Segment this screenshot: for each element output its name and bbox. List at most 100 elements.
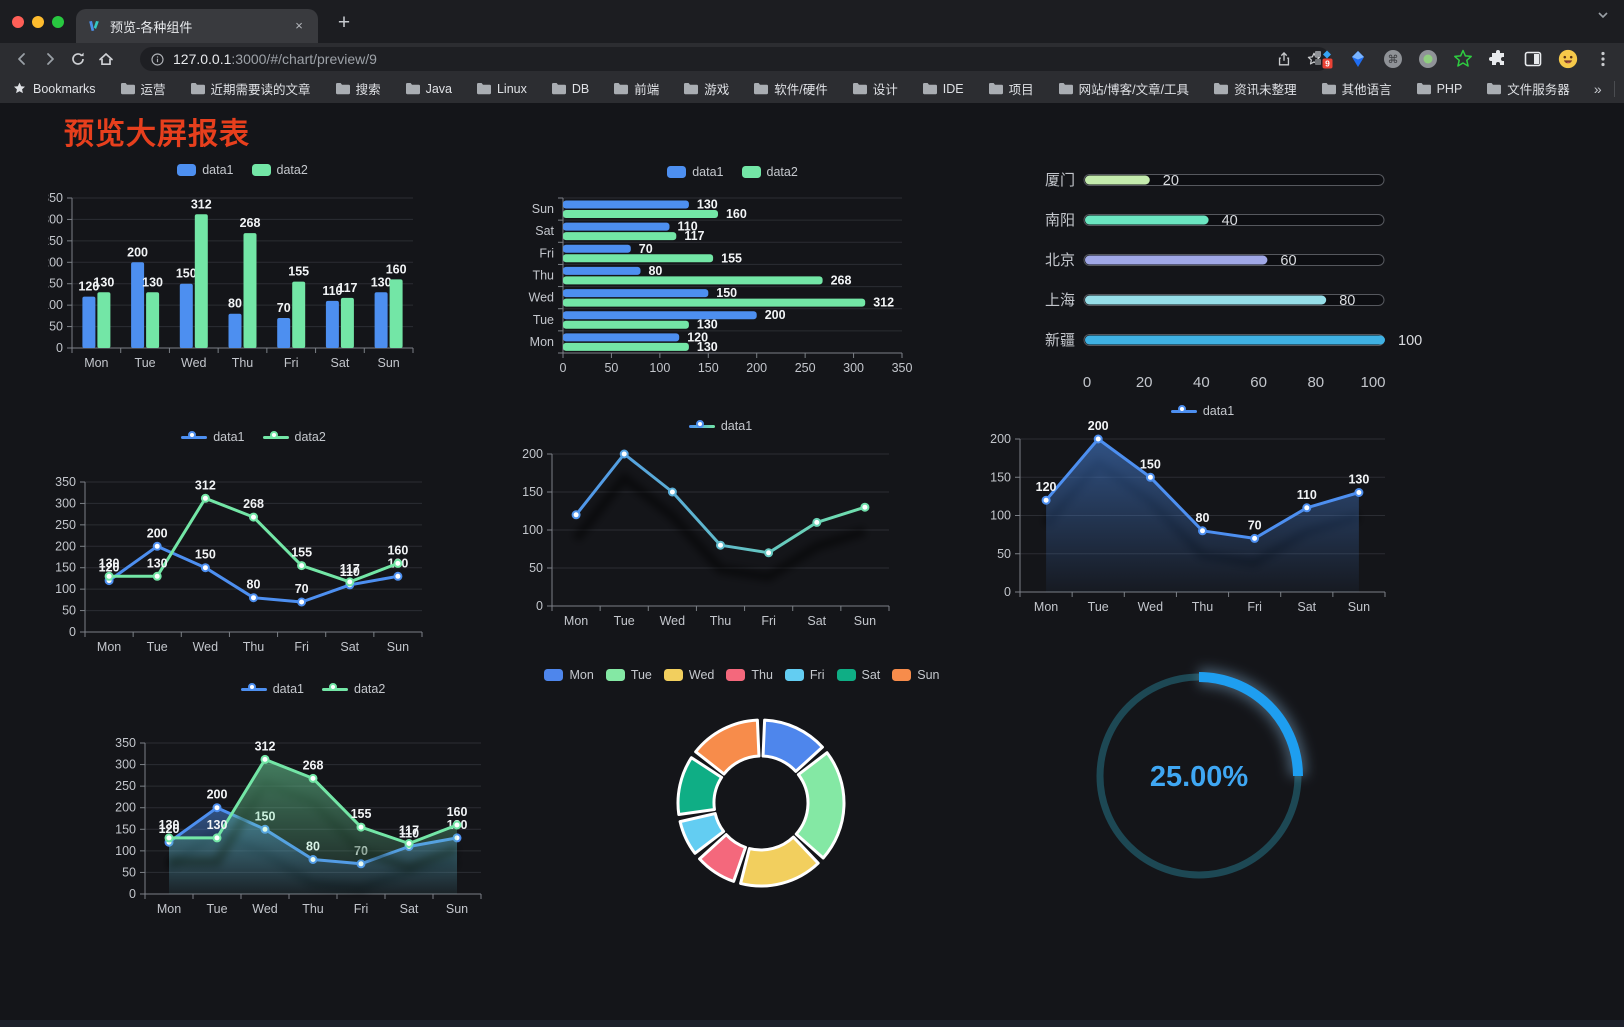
legend-item-Sat[interactable]: Sat [836, 668, 880, 682]
legend-item-Wed[interactable]: Wed [663, 668, 714, 682]
forward-button[interactable] [36, 45, 64, 73]
svg-text:312: 312 [255, 739, 276, 753]
legend-item-data2[interactable]: data2 [262, 430, 326, 444]
horizontal-bar-chart: 0 50 100 150 200 250 300 350 Sun Sat Fri Thu Wed Tue M… [505, 145, 920, 383]
legend-item-data1[interactable]: data1 [177, 163, 234, 177]
legend-item-Thu[interactable]: Thu [726, 668, 773, 682]
svg-text:Sun: Sun [446, 902, 468, 916]
close-window-button[interactable] [12, 16, 24, 28]
legend-item-Sun[interactable]: Sun [892, 668, 940, 682]
share-icon[interactable] [1276, 51, 1292, 67]
legend-item-data1[interactable]: data1 [667, 165, 724, 179]
browser-tab[interactable]: 预览-各种组件 × [76, 9, 318, 43]
reload-button[interactable] [64, 45, 92, 73]
svg-text:Fri: Fri [294, 640, 309, 654]
bookmark-folder[interactable]: 其他语言 [1321, 79, 1392, 98]
bookmark-folder[interactable]: 近期需要读的文章 [190, 79, 311, 98]
extension-grid-icon[interactable]: 9 [1312, 48, 1334, 70]
bookmarks-root[interactable]: Bookmarks [12, 81, 96, 96]
svg-text:Mon: Mon [1034, 600, 1058, 614]
home-button[interactable] [92, 45, 120, 73]
bookmark-folder[interactable]: 项目 [988, 79, 1034, 98]
address-bar[interactable]: 127.0.0.1:3000/#/chart/preview/9 [140, 47, 1330, 71]
legend-item-Fri[interactable]: Fri [784, 668, 825, 682]
svg-text:Wed: Wed [252, 902, 278, 916]
folder-icon [988, 83, 1003, 95]
maximize-window-button[interactable] [52, 16, 64, 28]
folder-icon [405, 83, 420, 95]
gradient-line-chart-canvas[interactable]: 0 50 100 150 200 Mon Tue Wed Thu Fri Sat Sun [505, 390, 900, 632]
svg-text:150: 150 [48, 277, 63, 291]
bookmark-folder[interactable]: 运营 [120, 79, 166, 98]
bookmark-folder[interactable]: 网站/博客/文章/工具 [1058, 79, 1189, 98]
area-line-chart-two-series-canvas[interactable]: 0 50 100 150 200 250 300 350 Mon Tue Wed Thu Fri Sat S… [105, 665, 510, 923]
bookmark-star-icon[interactable] [1306, 51, 1322, 67]
legend-item-data2[interactable]: data2 [322, 682, 385, 696]
bookmark-folder[interactable]: DB [551, 79, 589, 98]
svg-text:Sat: Sat [807, 614, 826, 628]
side-panel-icon[interactable] [1522, 48, 1544, 70]
bookmark-folder[interactable]: 游戏 [683, 79, 729, 98]
svg-text:Tue: Tue [1088, 600, 1109, 614]
svg-text:300: 300 [55, 496, 76, 510]
folder-icon [190, 83, 205, 95]
profile-avatar[interactable] [1557, 48, 1579, 70]
svg-text:70: 70 [295, 582, 309, 596]
extension-dot-circle-icon[interactable] [1417, 48, 1439, 70]
bookmark-folder[interactable]: 设计 [852, 79, 898, 98]
progress-bar-chart-canvas[interactable]: 厦门 20 南阳 40 北京 60 上海 80 新疆 100 0 20 40 60 80 100 [1000, 150, 1424, 400]
extension-gem-icon[interactable] [1347, 48, 1369, 70]
svg-text:Mon: Mon [564, 614, 588, 628]
bookmark-folder[interactable]: 文件服务器 [1486, 79, 1570, 98]
bookmarks-overflow-chevron[interactable]: » [1593, 80, 1602, 97]
svg-text:120: 120 [687, 330, 708, 344]
minimize-window-button[interactable] [32, 16, 44, 28]
gauge-chart-canvas[interactable]: 25.00% [1040, 628, 1360, 928]
bookmark-folder[interactable]: 资讯未整理 [1213, 79, 1297, 98]
svg-text:150: 150 [990, 470, 1011, 484]
tab-search-chevron-icon[interactable] [1596, 8, 1610, 27]
svg-text:Tue: Tue [206, 902, 227, 916]
legend-swatch [784, 669, 804, 681]
legend-line-dot-icon [1170, 405, 1197, 417]
site-info-icon[interactable] [150, 52, 165, 67]
legend-item-data1[interactable]: data1 [688, 419, 752, 433]
browser-menu-icon[interactable] [1592, 48, 1614, 70]
bookmarks-bar: Bookmarks 运营 近期需要读的文章 搜索 Java Linux DB 前端 游戏 软件/… [0, 74, 1624, 103]
bookmark-folder[interactable]: PHP [1416, 79, 1462, 98]
legend-item-data1[interactable]: data1 [240, 682, 304, 696]
svg-text:312: 312 [195, 478, 216, 492]
bookmark-folder[interactable]: 搜索 [335, 79, 381, 98]
folder-icon [476, 83, 491, 95]
line-chart-two-series-canvas[interactable]: 0 50 100 150 200 250 300 350 Mon Tue Wed Thu Fri Sat S… [45, 415, 425, 663]
new-tab-button[interactable]: + [337, 11, 351, 34]
svg-text:80: 80 [1339, 293, 1355, 309]
svg-text:80: 80 [247, 578, 261, 592]
extension-green-star-icon[interactable] [1452, 48, 1474, 70]
extension-command-icon[interactable]: ⌘ [1382, 48, 1404, 70]
horizontal-bar-chart-canvas[interactable]: 0 50 100 150 200 250 300 350 Sun Sat Fri Thu Wed Tue M… [505, 145, 920, 383]
legend-item-Tue[interactable]: Tue [605, 668, 652, 682]
chart-legend: data1 data2 [85, 429, 422, 445]
bookmark-folder[interactable]: IDE [922, 79, 964, 98]
legend-item-Mon[interactable]: Mon [544, 668, 594, 682]
tab-close-icon[interactable]: × [295, 18, 303, 33]
legend-item-data2[interactable]: data2 [741, 165, 798, 179]
svg-text:110: 110 [399, 827, 419, 841]
legend-item-data1[interactable]: data1 [1170, 404, 1234, 418]
donut-chart-canvas[interactable] [540, 628, 944, 900]
svg-text:60: 60 [1250, 374, 1267, 391]
bookmark-folder[interactable]: Java [405, 79, 452, 98]
legend-item-data1[interactable]: data1 [181, 430, 245, 444]
legend-item-data2[interactable]: data2 [251, 163, 308, 177]
back-button[interactable] [8, 45, 36, 73]
extensions-puzzle-icon[interactable] [1487, 48, 1509, 70]
svg-text:Wed: Wed [1138, 600, 1164, 614]
svg-text:155: 155 [288, 265, 309, 279]
bookmark-folder[interactable]: 前端 [613, 79, 659, 98]
bookmark-folder[interactable]: 软件/硬件 [753, 79, 828, 98]
area-line-chart-canvas[interactable]: 0 50 100 150 200 Mon Tue Wed Thu Fri Sat Sun 120 200 1… [975, 382, 1395, 614]
svg-text:9: 9 [1325, 58, 1330, 68]
grouped-bar-chart-canvas[interactable]: 0 50 100 150 200 250 300 350 Mon Tue Wed Thu Fri Sat S… [48, 140, 468, 380]
bookmark-folder[interactable]: Linux [476, 79, 527, 98]
